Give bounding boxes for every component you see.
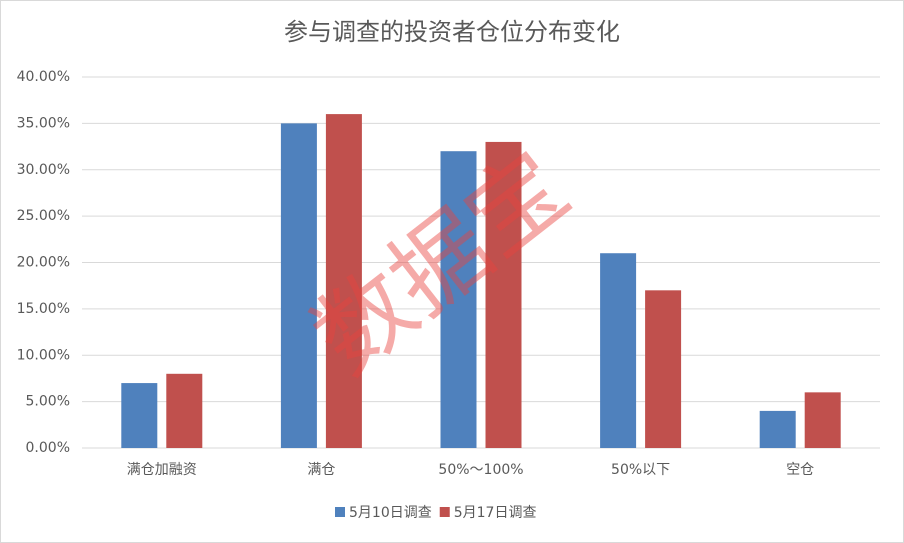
bar	[325, 114, 362, 448]
bar	[485, 141, 522, 449]
x-tick-label: 50%以下	[611, 462, 670, 478]
chart-title: 参与调查的投资者仓位分布变化	[284, 18, 620, 46]
bar	[166, 373, 203, 448]
bar	[759, 410, 796, 448]
x-tick-label: 满仓	[307, 462, 335, 478]
legend-label: 5月10日调查	[349, 505, 432, 521]
y-tick-label: 30.00%	[17, 162, 70, 178]
x-tick-label: 50%～100%	[438, 462, 523, 478]
bar	[600, 253, 637, 448]
legend-swatch	[439, 507, 450, 517]
y-tick-label: 35.00%	[17, 115, 70, 131]
bar	[645, 290, 682, 448]
legend-swatch	[335, 507, 345, 517]
y-tick-label: 0.00%	[26, 440, 70, 456]
y-tick-label: 15.00%	[17, 301, 70, 317]
legend: 5月10日调查 5月17日调查	[335, 505, 536, 521]
x-tick-label: 空仓	[786, 462, 814, 478]
y-tick-label: 20.00%	[17, 255, 70, 271]
y-tick-label: 5.00%	[26, 394, 70, 410]
legend-label: 5月17日调查	[454, 505, 537, 521]
bar	[804, 392, 841, 448]
bar	[280, 123, 317, 448]
bar	[121, 383, 158, 448]
y-tick-label: 25.00%	[17, 208, 70, 224]
y-tick-label: 40.00%	[17, 69, 70, 85]
bar	[440, 151, 477, 448]
y-tick-label: 10.00%	[17, 347, 70, 363]
x-tick-label: 满仓加融资	[127, 462, 197, 478]
